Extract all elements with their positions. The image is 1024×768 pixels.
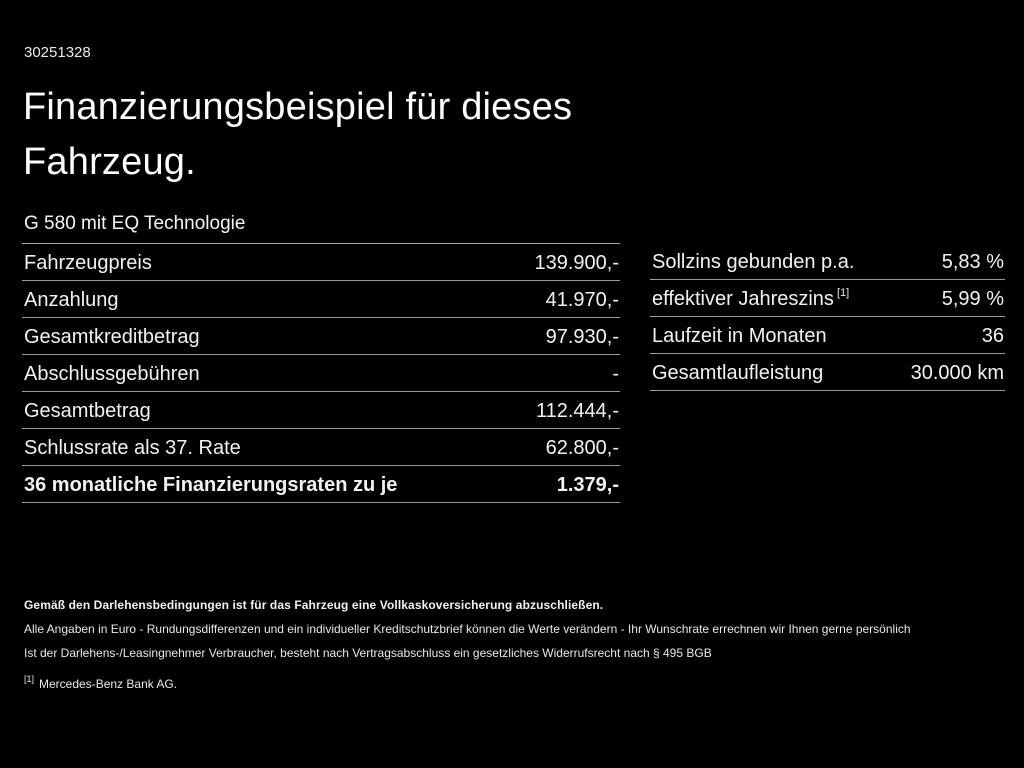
table-row: Anzahlung 41.970,- [22,281,620,318]
row-value: 30.000 km [910,361,1004,384]
footnote-mercedes-benz-bank: [1] Mercedes-Benz Bank AG. [24,674,1014,691]
table-row: Sollzins gebunden p.a. 5,83 % [650,243,1005,280]
row-label: Sollzins gebunden p.a. [652,250,855,273]
row-value: 97.930,- [545,325,619,348]
table-row-monthly-rate: 36 monatliche Finanzierungsraten zu je 1… [22,466,620,503]
row-label: effektiver Jahreszins [1] [652,286,850,310]
table-row: Laufzeit in Monaten 36 [650,317,1005,354]
conditions-table: Sollzins gebunden p.a. 5,83 % effektiver… [650,243,1005,391]
table-row: Gesamtlaufleistung 30.000 km [650,354,1005,391]
table-row: effektiver Jahreszins [1] 5,99 % [650,280,1005,317]
disclaimer-line-2: Ist der Darlehens-/Leasingnehmer Verbrau… [24,646,712,660]
row-label: Anzahlung [24,288,119,311]
row-value: 5,83 % [941,250,1004,273]
disclaimer-line-1: Alle Angaben in Euro - Rundungsdifferenz… [24,622,911,636]
row-value: 5,99 % [941,287,1004,310]
table-row: Gesamtkreditbetrag 97.930,- [22,318,620,355]
row-value: 112.444,- [535,399,619,422]
row-value: - [612,362,619,385]
table-row: Schlussrate als 37. Rate 62.800,- [22,429,620,466]
tables-container: Fahrzeugpreis 139.900,- Anzahlung 41.970… [22,243,1005,503]
footer-disclaimers: Gemäß den Darlehensbedingungen ist für d… [24,598,1014,691]
table-row: Gesamtbetrag 112.444,- [22,392,620,429]
document-id: 30251328 [24,44,91,61]
row-label: Abschlussgebühren [24,362,200,385]
footnote-text: Mercedes-Benz Bank AG. [39,677,178,691]
page-title: Finanzierungsbeispiel für dieses Fahrzeu… [23,86,573,183]
row-label: Fahrzeugpreis [24,251,152,274]
table-row: Fahrzeugpreis 139.900,- [22,244,620,281]
row-label: Gesamtkreditbetrag [24,325,200,348]
row-value: 41.970,- [545,288,619,311]
row-label: Schlussrate als 37. Rate [24,436,241,459]
row-value: 139.900,- [534,251,619,274]
vehicle-model-label: G 580 mit EQ Technologie [24,213,246,234]
row-label: Gesamtlaufleistung [652,361,824,384]
row-label: Laufzeit in Monaten [652,324,827,347]
financing-table: Fahrzeugpreis 139.900,- Anzahlung 41.970… [22,243,620,503]
insurance-note: Gemäß den Darlehensbedingungen ist für d… [24,598,604,612]
row-value: 62.800,- [545,436,619,459]
row-label: Gesamtbetrag [24,399,151,422]
row-value: 1.379,- [556,473,619,496]
row-value: 36 [981,324,1004,347]
table-row: Abschlussgebühren - [22,355,620,392]
row-label: 36 monatliche Finanzierungsraten zu je [24,473,398,496]
footnote-reference-marker: [1] [836,286,850,299]
footnote-marker: [1] [24,674,35,684]
